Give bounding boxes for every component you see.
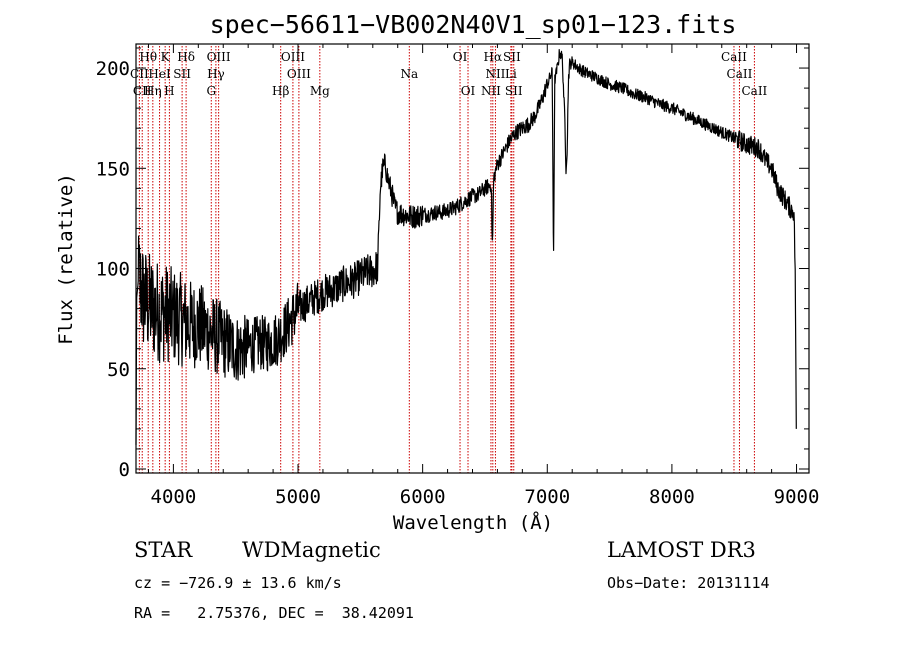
spectral-line-label: Hη <box>144 84 162 98</box>
x-tick-label: 5000 <box>275 486 321 508</box>
spectral-line-label: CaII <box>741 84 767 98</box>
x-axis-label: Wavelength (Å) <box>393 511 553 534</box>
spectral-line-label: Mg <box>310 84 330 98</box>
spectral-line-label: OIII <box>281 50 305 64</box>
spectral-line-label: NII <box>485 67 505 81</box>
redshift-value: cz = −726.9 ± 13.6 km/s <box>134 574 342 592</box>
spectral-line-label: HeI <box>148 67 171 81</box>
y-axis-ticks: 0 50 100 150 200 <box>96 47 809 481</box>
spectral-line-label: SII <box>503 50 521 64</box>
spectral-line-label: Hγ <box>207 67 225 81</box>
spectral-line-label: SII <box>173 67 191 81</box>
spectral-line-label: CaII <box>721 50 747 64</box>
ra-dec-coordinates: RA = 2.75376, DEC = 38.42091 <box>134 604 414 622</box>
spectral-line-label: Hβ <box>272 84 289 98</box>
observation-date: Obs−Date: 20131114 <box>607 574 770 592</box>
spectral-line-label: K <box>161 50 171 64</box>
x-axis-ticks: 4000 5000 6000 7000 8000 9000 <box>147 44 820 508</box>
y-axis-label: Flux (relative) <box>55 173 77 345</box>
spectral-line-label: Hθ <box>139 50 157 64</box>
x-tick-label: 9000 <box>774 486 820 508</box>
spectral-line-label: H <box>164 84 174 98</box>
y-tick-label: 150 <box>96 158 130 180</box>
spectral-line-label: NII <box>481 84 501 98</box>
x-tick-label: 6000 <box>400 486 446 508</box>
spectral-line-label: Li <box>505 67 517 81</box>
spectral-line-markers <box>138 46 755 473</box>
spectrum-trace <box>135 49 797 445</box>
spectral-line-label: OI <box>453 50 468 64</box>
object-subclass: WDMagnetic <box>242 538 381 562</box>
spectral-line-label: G <box>206 84 216 98</box>
y-tick-label: 100 <box>96 259 130 281</box>
y-tick-label: 200 <box>96 58 130 80</box>
spectral-line-label: Hα <box>484 50 503 64</box>
spectral-line-label: Na <box>400 67 418 81</box>
survey-name: LAMOST DR3 <box>607 538 756 562</box>
object-class: STAR <box>134 538 193 562</box>
y-tick-label: 0 <box>119 459 130 481</box>
x-tick-label: 7000 <box>524 486 570 508</box>
y-tick-label: 50 <box>107 359 130 381</box>
chart-title: spec−56611−VB002N40V1_sp01−123.fits <box>210 10 737 39</box>
spectral-line-label: CII <box>130 67 149 81</box>
spectral-line-label: OI <box>461 84 476 98</box>
x-tick-label: 8000 <box>649 486 695 508</box>
x-tick-label: 4000 <box>151 486 197 508</box>
spectral-line-label: CII <box>133 84 152 98</box>
spectral-line-label: Hδ <box>177 50 195 64</box>
spectral-line-label: SII <box>505 84 523 98</box>
spectral-line-label: CaII <box>727 67 753 81</box>
plot-frame <box>135 43 810 474</box>
spectral-line-label: OIII <box>287 67 311 81</box>
spectral-line-label: OIII <box>207 50 231 64</box>
